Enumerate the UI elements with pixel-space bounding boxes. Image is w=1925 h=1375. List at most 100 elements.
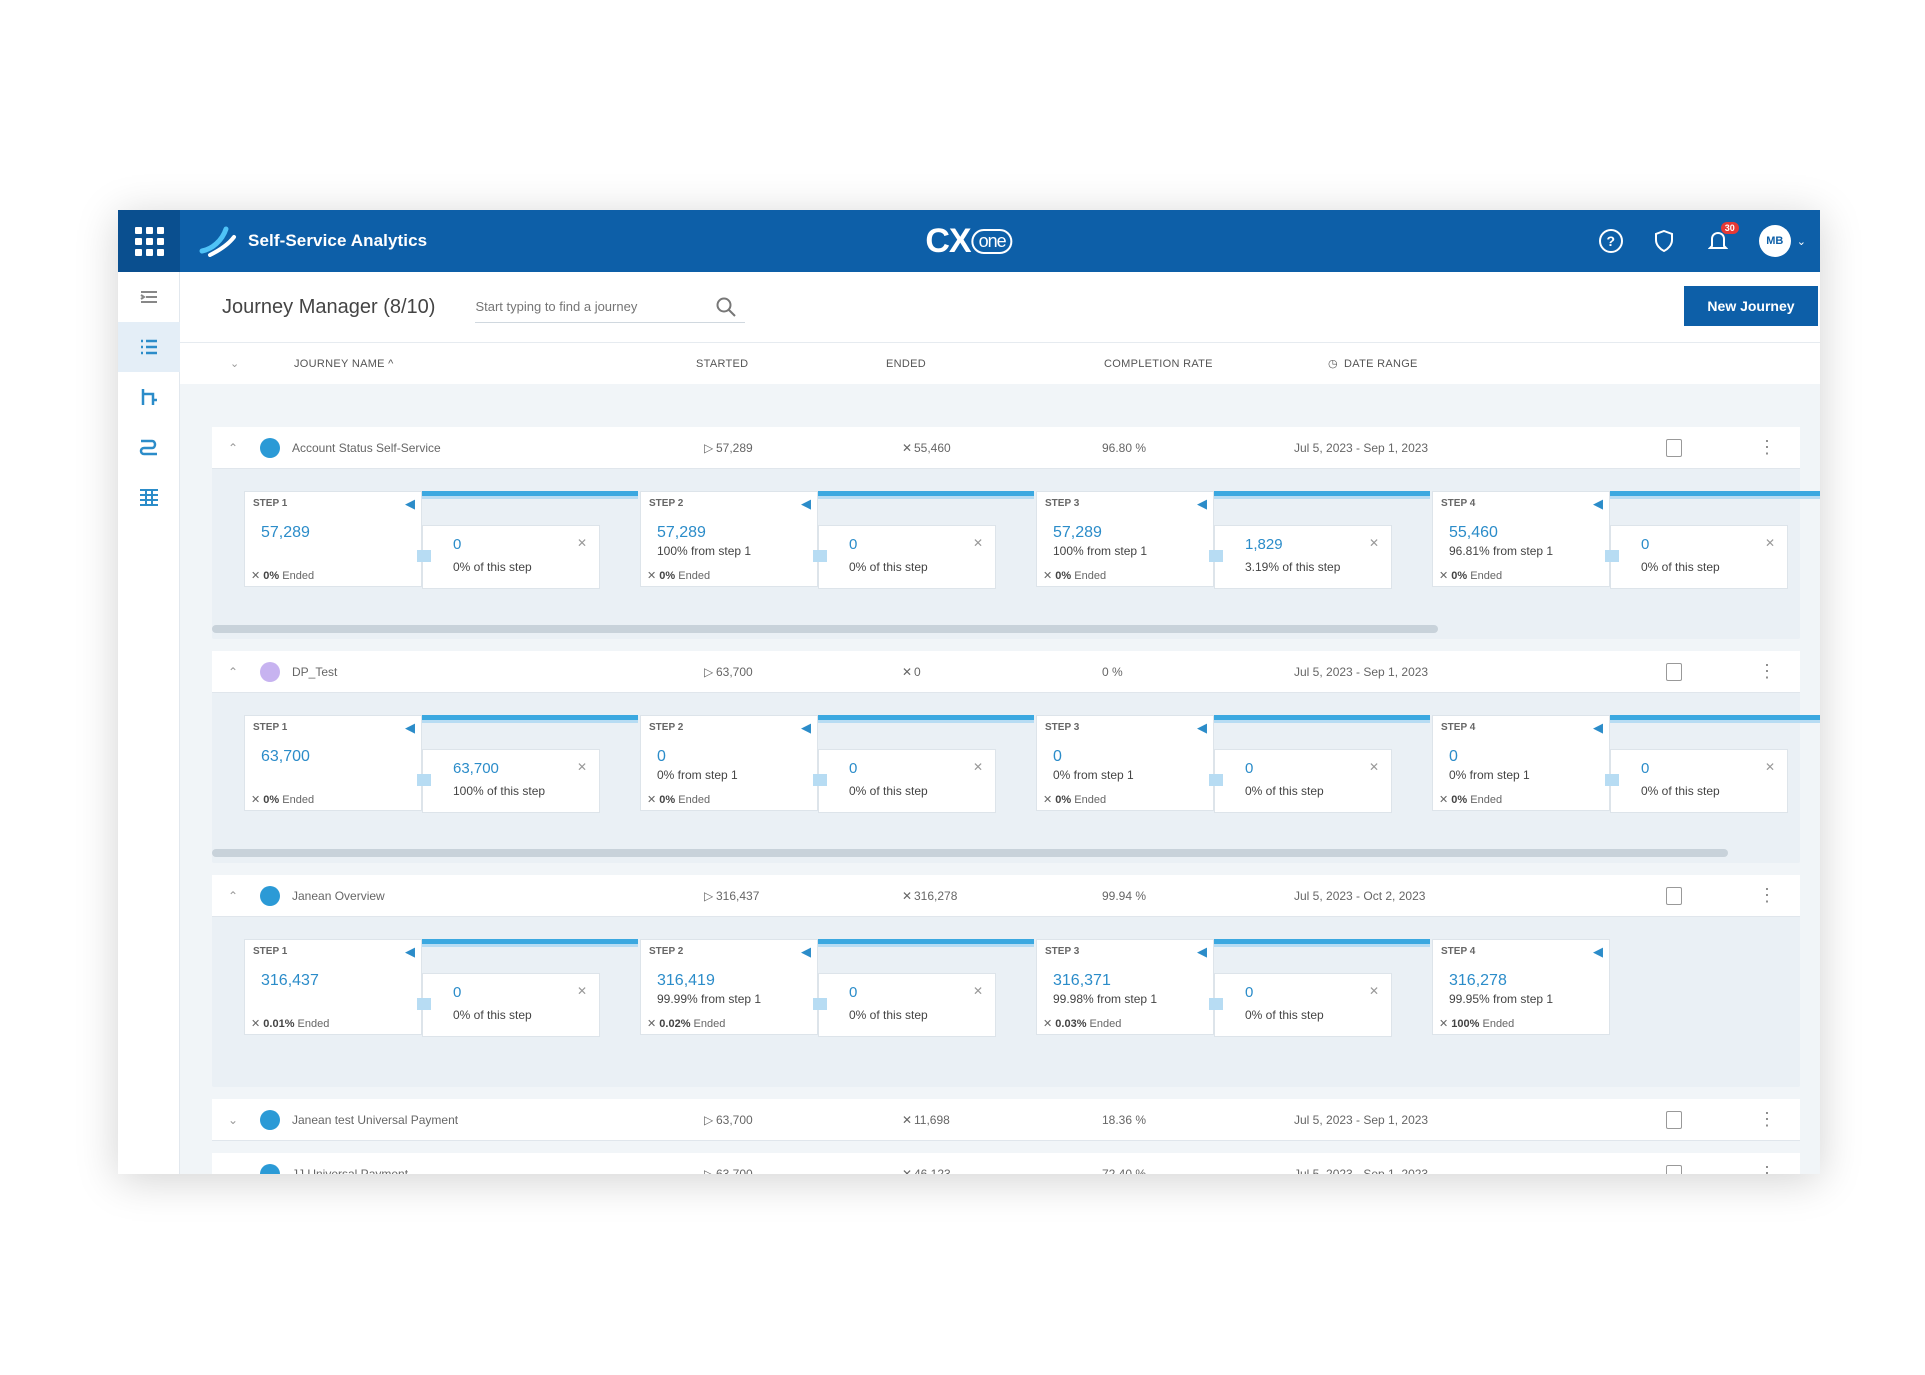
step-card[interactable]: STEP 4 ◀ 316,278 99.95% from step 1 ✕ 10…: [1432, 939, 1610, 1035]
share-icon[interactable]: ◀: [1197, 496, 1207, 511]
collapse-icon[interactable]: ✕: [1368, 984, 1379, 998]
step-card[interactable]: STEP 2 ◀ 57,289 100% from step 1 ✕ 0% En…: [640, 491, 818, 587]
dropoff-card[interactable]: 0 ✕ 0% of this step: [1605, 525, 1788, 589]
share-icon[interactable]: ◀: [801, 496, 811, 511]
dropoff-card[interactable]: 0 ✕ 0% of this step: [813, 973, 996, 1037]
dropoff-card[interactable]: 63,700 ✕ 100% of this step: [417, 749, 600, 813]
step-card[interactable]: STEP 2 ◀ 316,419 99.99% from step 1 ✕ 0.…: [640, 939, 818, 1035]
help-icon[interactable]: ?: [1598, 229, 1623, 253]
col-started[interactable]: STARTED: [696, 357, 749, 370]
collapse-icon[interactable]: ✕: [972, 760, 983, 774]
journey-summary-row[interactable]: ⌃ Janean Overview ▷ 316,437 ✕ 316,278 99…: [212, 875, 1800, 917]
step-card[interactable]: STEP 3 ◀ 316,371 99.98% from step 1 ✕ 0.…: [1036, 939, 1214, 1035]
expand-all-chevron-icon[interactable]: ⌄: [230, 358, 240, 370]
horizontal-scrollbar[interactable]: [212, 625, 1438, 633]
step-ended-pct: 0%: [263, 794, 280, 806]
cxone-logo-one: one: [971, 229, 1013, 254]
journey-name[interactable]: Janean Overview: [292, 888, 385, 903]
journey-name[interactable]: DP_Test: [292, 664, 338, 679]
shield-icon[interactable]: [1651, 228, 1677, 254]
col-completion-rate[interactable]: COMPLETION RATE: [1104, 357, 1213, 370]
col-date-range[interactable]: DATE RANGE: [1344, 357, 1418, 370]
dropoff-card[interactable]: 0 ✕ 0% of this step: [813, 749, 996, 813]
share-icon[interactable]: ◀: [801, 944, 811, 959]
dropoff-card[interactable]: 0 ✕ 0% of this step: [1605, 749, 1788, 813]
journey-summary-row[interactable]: ⌄ Janean test Universal Payment ▷ 63,700…: [212, 1099, 1800, 1141]
col-ended[interactable]: ENDED: [886, 357, 927, 370]
more-options-icon[interactable]: ⋮: [1758, 437, 1776, 457]
sidebar-item-grid[interactable]: [118, 472, 180, 522]
collapse-icon[interactable]: ✕: [576, 760, 587, 774]
chevron-up-icon[interactable]: ⌃: [228, 664, 239, 679]
share-icon[interactable]: ◀: [1197, 944, 1207, 959]
horizontal-scrollbar[interactable]: [212, 849, 1728, 857]
bookmark-icon[interactable]: [1666, 1165, 1682, 1174]
share-icon[interactable]: ◀: [1593, 496, 1603, 511]
chevron-down-icon[interactable]: ⌄: [1796, 235, 1806, 248]
step-card[interactable]: STEP 1 ◀ 63,700 ✕ 0% Ended: [244, 715, 422, 811]
dropoff-card[interactable]: 1,829 ✕ 3.19% of this step: [1209, 525, 1392, 589]
share-icon[interactable]: ◀: [1197, 720, 1207, 735]
journey-name[interactable]: Janean test Universal Payment: [292, 1112, 459, 1127]
journey-row: ⌃ DP_Test ▷ 63,700 ✕ 0 0 % Jul 5, 2023 -…: [212, 651, 1820, 863]
dropoff-card[interactable]: 0 ✕ 0% of this step: [417, 525, 600, 589]
dropoff-card[interactable]: 0 ✕ 0% of this step: [1209, 749, 1392, 813]
app-launcher-button[interactable]: [118, 210, 180, 272]
journey-color-dot: [260, 662, 280, 682]
share-icon[interactable]: ◀: [405, 496, 415, 511]
chevron-down-icon[interactable]: ⌄: [228, 1166, 239, 1175]
bookmark-icon[interactable]: [1666, 1111, 1682, 1129]
col-journey-name[interactable]: JOURNEY NAME ^: [294, 357, 394, 370]
step-card[interactable]: STEP 1 ◀ 316,437 ✕ 0.01% Ended: [244, 939, 422, 1035]
step-card[interactable]: STEP 4 ◀ 0 0% from step 1 ✕ 0% Ended: [1432, 715, 1610, 811]
avatar[interactable]: MB: [1758, 225, 1791, 257]
step-ended: ✕ 0% Ended: [1043, 794, 1107, 806]
collapse-icon[interactable]: ✕: [576, 536, 587, 550]
journey-name[interactable]: JJ Universal Payment: [292, 1166, 409, 1175]
more-options-icon[interactable]: ⋮: [1758, 661, 1776, 681]
collapse-icon[interactable]: ✕: [972, 984, 983, 998]
more-options-icon[interactable]: ⋮: [1758, 1163, 1776, 1174]
share-icon[interactable]: ◀: [1593, 944, 1603, 959]
journey-summary-row[interactable]: ⌄ JJ Universal Payment ▷ 63,700 ✕ 46,123…: [212, 1153, 1800, 1174]
share-icon[interactable]: ◀: [1593, 720, 1603, 735]
sidebar-item-flows[interactable]: [118, 372, 180, 422]
journey-summary-row[interactable]: ⌃ Account Status Self-Service ▷ 57,289 ✕…: [212, 427, 1800, 469]
step-card[interactable]: STEP 3 ◀ 0 0% from step 1 ✕ 0% Ended: [1036, 715, 1214, 811]
sidebar-collapse-button[interactable]: [118, 272, 180, 322]
share-icon[interactable]: ◀: [405, 944, 415, 959]
new-journey-button[interactable]: New Journey: [1684, 286, 1818, 326]
journey-name[interactable]: Account Status Self-Service: [292, 440, 441, 455]
bookmark-icon[interactable]: [1666, 663, 1682, 681]
sidebar-item-paths[interactable]: [118, 422, 180, 472]
journey-summary-row[interactable]: ⌃ DP_Test ▷ 63,700 ✕ 0 0 % Jul 5, 2023 -…: [212, 651, 1800, 693]
sidebar-item-journeys[interactable]: [118, 322, 180, 372]
more-options-icon[interactable]: ⋮: [1758, 1109, 1776, 1129]
chevron-up-icon[interactable]: ⌃: [228, 440, 239, 455]
step-ended-label: Ended: [1470, 570, 1503, 582]
share-icon[interactable]: ◀: [801, 720, 811, 735]
share-icon[interactable]: ◀: [405, 720, 415, 735]
bookmark-icon[interactable]: [1666, 887, 1682, 905]
step-card[interactable]: STEP 4 ◀ 55,460 96.81% from step 1 ✕ 0% …: [1432, 491, 1610, 587]
collapse-icon[interactable]: ✕: [972, 536, 983, 550]
collapse-icon[interactable]: ✕: [1764, 760, 1775, 774]
collapse-icon[interactable]: ✕: [1764, 536, 1775, 550]
step-card[interactable]: STEP 3 ◀ 57,289 100% from step 1 ✕ 0% En…: [1036, 491, 1214, 587]
collapse-icon[interactable]: ✕: [576, 984, 587, 998]
collapse-icon[interactable]: ✕: [1368, 536, 1379, 550]
dropoff-connector: [417, 550, 431, 562]
more-options-icon[interactable]: ⋮: [1758, 885, 1776, 905]
search-input[interactable]: [475, 299, 716, 314]
step-card[interactable]: STEP 1 ◀ 57,289 ✕ 0% Ended: [244, 491, 422, 587]
chevron-down-icon[interactable]: ⌄: [228, 1112, 239, 1127]
bookmark-icon[interactable]: [1666, 439, 1682, 457]
chevron-up-icon[interactable]: ⌃: [228, 888, 239, 903]
notification-bell-icon[interactable]: 30: [1705, 222, 1739, 254]
collapse-icon[interactable]: ✕: [1368, 760, 1379, 774]
dropoff-card[interactable]: 0 ✕ 0% of this step: [813, 525, 996, 589]
dropoff-card[interactable]: 0 ✕ 0% of this step: [1209, 973, 1392, 1037]
step-card[interactable]: STEP 2 ◀ 0 0% from step 1 ✕ 0% Ended: [640, 715, 818, 811]
search-icon[interactable]: [715, 296, 737, 318]
dropoff-card[interactable]: 0 ✕ 0% of this step: [417, 973, 600, 1037]
